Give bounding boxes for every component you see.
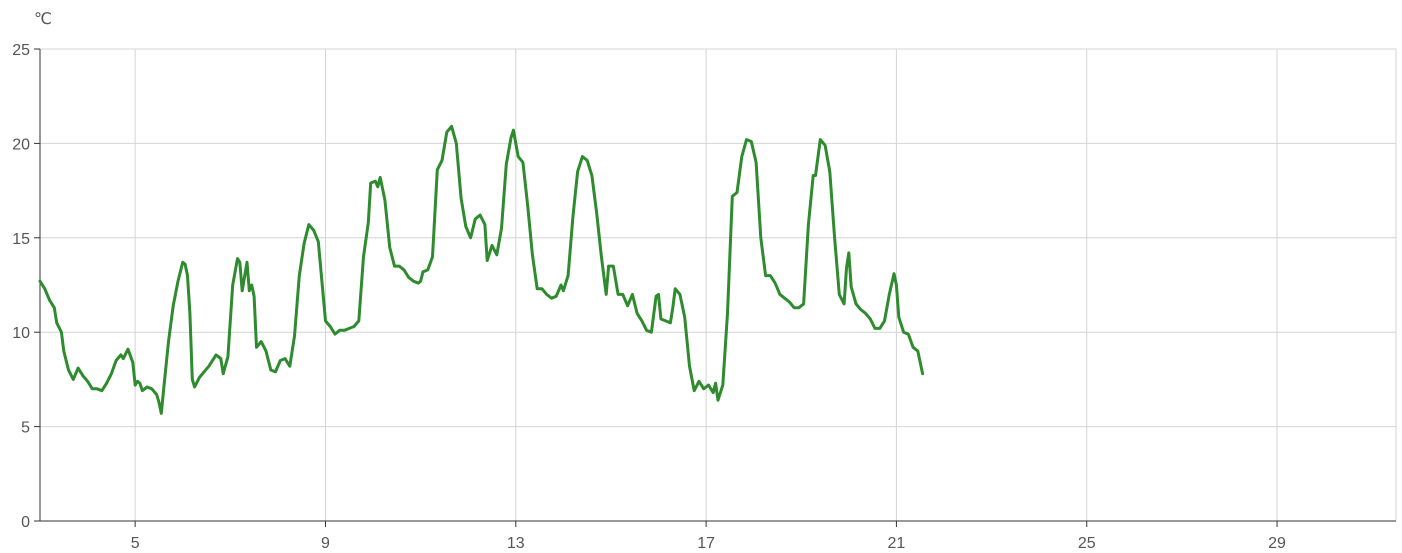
tick-labels: 0 5 10 15 20 25 5 9 13 17 21 25 29 [12, 42, 1286, 552]
y-tick-label-0: 0 [21, 514, 30, 531]
x-tick-label-9: 9 [321, 535, 330, 552]
x-tick-label-5: 5 [131, 535, 140, 552]
y-tick-label-25: 25 [12, 42, 30, 59]
grid [40, 48, 1397, 521]
axes [34, 48, 1396, 527]
y-axis-unit-label: ℃ [34, 11, 52, 28]
y-tick-label-10: 10 [12, 325, 30, 342]
x-tick-label-13: 13 [507, 535, 525, 552]
x-tick-label-17: 17 [697, 535, 715, 552]
y-tick-label-15: 15 [12, 231, 30, 248]
x-tick-label-29: 29 [1268, 535, 1286, 552]
y-tick-label-5: 5 [21, 420, 30, 437]
y-tick-label-20: 20 [12, 136, 30, 153]
series-group [38, 124, 925, 415]
x-tick-label-21: 21 [888, 535, 906, 552]
series-line-0 [38, 124, 925, 415]
x-tick-label-25: 25 [1078, 535, 1096, 552]
